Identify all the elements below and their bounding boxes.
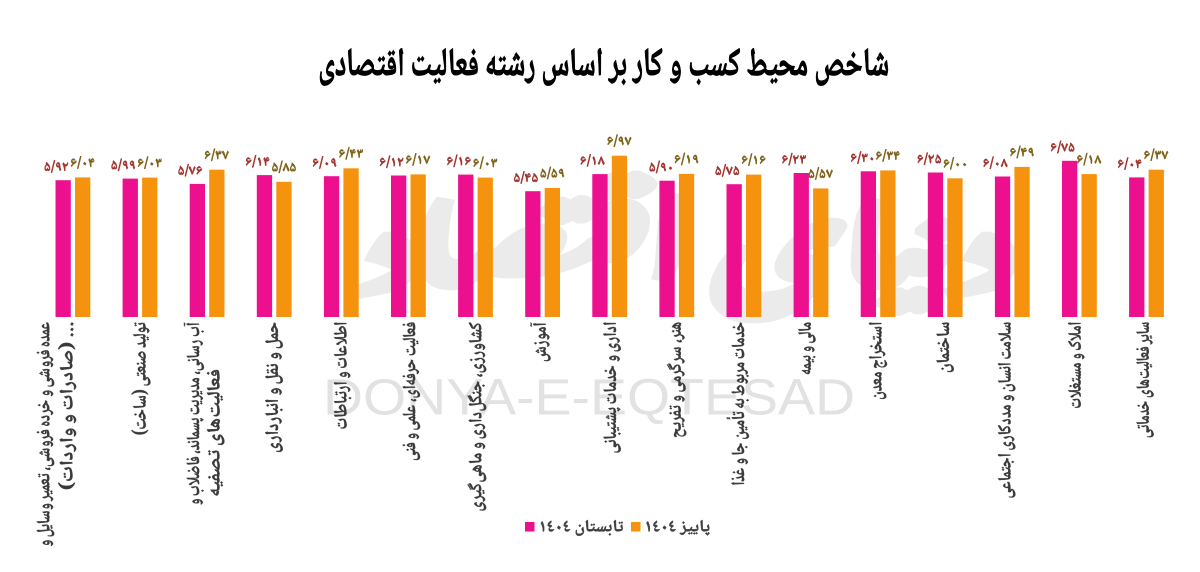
svg-text:DONYA-E-EQTESAD: DONYA-E-EQTESAD <box>323 369 855 426</box>
